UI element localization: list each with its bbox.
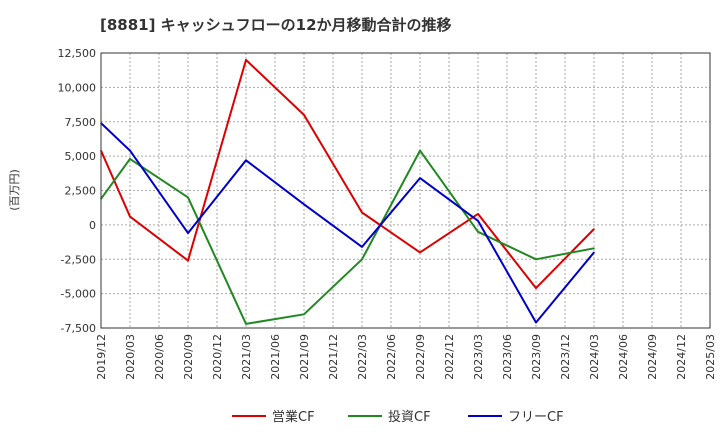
x-tick-label: 2023/06 xyxy=(501,334,514,380)
plot-frame xyxy=(100,52,711,329)
x-tick-label: 2022/12 xyxy=(443,334,456,380)
x-tick-label: 2023/12 xyxy=(559,334,572,380)
x-tick-label: 2025/03 xyxy=(704,334,717,380)
series-2-point xyxy=(187,196,189,199)
x-tick-label: 2022/03 xyxy=(356,334,369,380)
series-1-point xyxy=(535,287,537,289)
x-tick-label: 2021/12 xyxy=(327,334,340,380)
series-1-point xyxy=(593,228,595,230)
x-tick-label: 2024/12 xyxy=(675,334,688,380)
x-tick-label: 2020/06 xyxy=(153,334,166,380)
y-tick-label: 7,500 xyxy=(65,116,97,129)
series-1-point xyxy=(361,211,363,214)
series-3-point xyxy=(361,246,363,248)
series-3-point xyxy=(245,159,247,162)
x-tick-label: 2019/12 xyxy=(95,334,108,380)
series-2-point xyxy=(419,149,421,152)
series-2-point xyxy=(477,230,479,233)
series-line-3 xyxy=(100,122,595,324)
x-tick-label: 2024/09 xyxy=(646,334,659,380)
series-2-point xyxy=(245,323,247,325)
x-tick-label: 2024/03 xyxy=(588,334,601,380)
series-line-1 xyxy=(100,58,595,290)
series-2-point xyxy=(129,158,131,160)
legend-label-3: フリーCF xyxy=(508,410,564,425)
y-tick-label: 12,500 xyxy=(58,47,97,60)
series-3-point xyxy=(303,203,305,206)
series-1-point xyxy=(419,251,421,254)
x-tick-label: 2022/09 xyxy=(414,334,427,380)
y-axis-title: (百万円) xyxy=(8,169,21,211)
series-3-point xyxy=(187,232,189,234)
y-tick-label: -7,500 xyxy=(61,322,96,335)
series-line-2 xyxy=(100,149,595,325)
y-tick-label: -2,500 xyxy=(61,253,96,266)
x-tick-label: 2021/06 xyxy=(269,334,282,380)
y-tick-label: 5,000 xyxy=(65,150,97,163)
series-1-point xyxy=(245,59,247,61)
series-1-point xyxy=(303,114,305,116)
series-3-point xyxy=(477,219,479,222)
y-tick-label: 2,500 xyxy=(65,185,97,198)
series-1-point xyxy=(477,213,479,215)
series-3-point xyxy=(535,321,537,324)
y-tick-label: 0 xyxy=(89,219,96,232)
legend-label-2: 投資CF xyxy=(388,409,431,425)
x-tick-label: 2021/09 xyxy=(298,334,311,380)
x-tick-label: 2020/12 xyxy=(211,334,224,380)
chart-title: [8881] キャッシュフローの12か月移動合計の推移 xyxy=(100,16,452,34)
y-tick-label: 10,000 xyxy=(58,81,97,94)
x-tick-label: 2020/09 xyxy=(182,334,195,380)
series-2-point xyxy=(303,313,305,316)
x-tick-label: 2023/09 xyxy=(530,334,543,380)
series-1-point xyxy=(129,215,131,218)
legend-label-1: 営業CF xyxy=(272,409,315,425)
y-tick-label: -5,000 xyxy=(61,288,96,301)
series-2-point xyxy=(535,258,537,261)
series-2-point xyxy=(593,247,595,250)
x-tick-label: 2021/03 xyxy=(240,334,253,380)
series-3-point xyxy=(419,177,421,179)
x-tick-label: 2020/03 xyxy=(124,334,137,380)
series-1-point xyxy=(187,259,189,262)
x-tick-label: 2023/03 xyxy=(472,334,485,380)
x-tick-label: 2022/06 xyxy=(385,334,398,380)
series-3-point xyxy=(129,149,131,152)
x-tick-label: 2024/06 xyxy=(617,334,630,380)
series-2-point xyxy=(361,258,363,261)
series-3-point xyxy=(593,251,595,254)
